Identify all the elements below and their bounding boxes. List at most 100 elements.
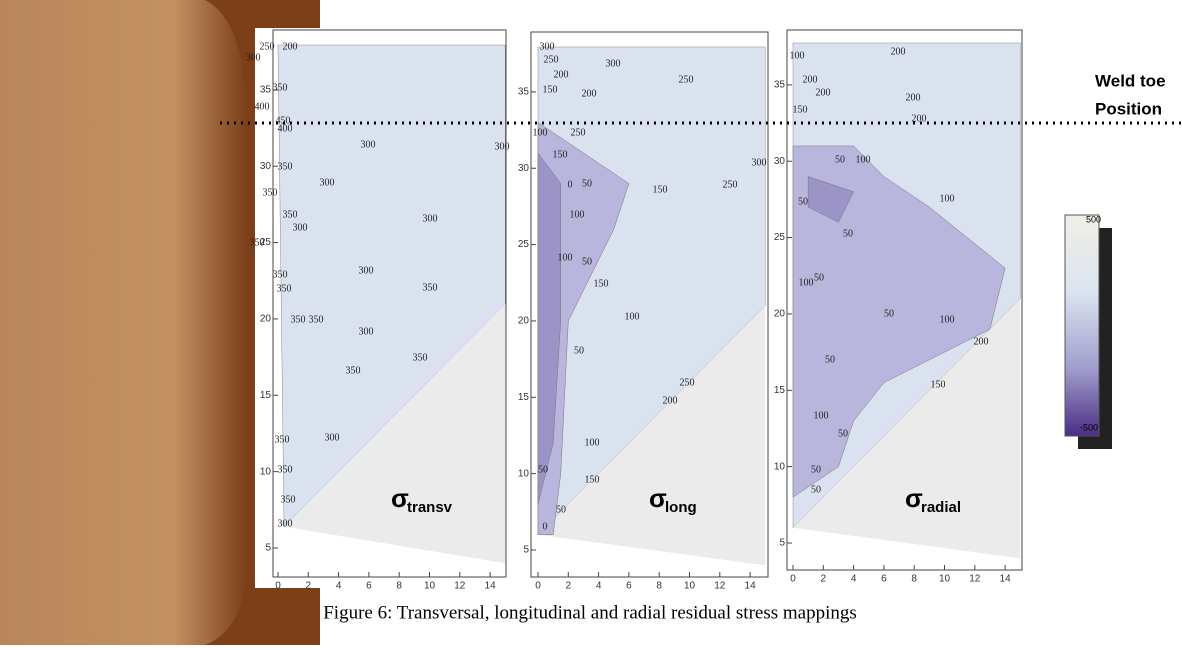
photo-weld	[0, 0, 248, 645]
contour-label: 150	[653, 184, 668, 195]
contour-label: 50	[811, 484, 821, 495]
panel-subscript: transv	[407, 499, 453, 516]
contour-label: 350	[281, 494, 296, 505]
contour-label: 350	[275, 434, 290, 445]
contour-label: 250	[260, 41, 275, 52]
contour-label: 300	[359, 265, 374, 276]
x-tick-label: 2	[566, 581, 572, 592]
contour-label: 250	[544, 54, 559, 65]
x-tick-label: 0	[535, 581, 541, 592]
contour-label: 300	[752, 157, 767, 168]
x-tick-label: 14	[745, 581, 757, 592]
panel-subscript: radial	[921, 499, 961, 516]
panels: 0246810121451015202530352502003003504004…	[246, 30, 1023, 592]
x-tick-label: 12	[454, 581, 466, 592]
x-tick-label: 10	[684, 581, 696, 592]
contour-label: 400	[278, 123, 293, 134]
y-tick-label: 10	[260, 466, 272, 477]
contour-label: 350	[263, 187, 278, 198]
contour-label: 350	[413, 352, 428, 363]
contour-label: 0	[543, 521, 548, 532]
contour-label: 150	[553, 149, 568, 160]
panel-subscript: long	[665, 499, 697, 516]
contour-label: 350	[278, 161, 293, 172]
contour-label: 300	[423, 213, 438, 224]
page: 0246810121451015202530352502003003504004…	[0, 0, 1182, 645]
contour-label: 200	[663, 395, 678, 406]
contour-label: 250	[571, 127, 586, 138]
contour-label: 200	[554, 69, 569, 80]
contour-label: 100	[940, 314, 955, 325]
contour-label: 200	[582, 88, 597, 99]
contour-label: 300	[293, 222, 308, 233]
x-tick-label: 14	[485, 581, 497, 592]
contour-label: 100	[533, 127, 548, 138]
contour-label: 100	[625, 311, 640, 322]
contour-label: 350	[309, 314, 324, 325]
contour-label: 250	[723, 179, 738, 190]
y-tick-label: 10	[774, 461, 786, 472]
x-tick-label: 8	[911, 574, 917, 585]
contour-label: 300	[325, 432, 340, 443]
contour-label: 50	[574, 345, 584, 356]
contour-label: 50	[838, 428, 848, 439]
annotation: Position	[1095, 99, 1162, 118]
x-tick-label: 14	[1000, 574, 1012, 585]
contour-label: 350	[277, 283, 292, 294]
x-tick-label: 6	[881, 574, 887, 585]
contour-label: 200	[974, 336, 989, 347]
contour-label: 100	[940, 193, 955, 204]
contour-label: 250	[680, 377, 695, 388]
y-tick-label: 10	[518, 468, 530, 479]
y-tick-label: 30	[774, 156, 786, 167]
contour-label: 150	[931, 379, 946, 390]
contour-label: 100	[856, 154, 871, 165]
contour-label: 400	[255, 101, 270, 112]
caption: Figure 6: Transversal, longitudinal and …	[323, 602, 857, 623]
contour-label: 50	[884, 308, 894, 319]
x-tick-label: 12	[714, 581, 726, 592]
contour-label: 300	[246, 52, 261, 63]
y-tick-label: 5	[523, 545, 529, 556]
contour-label: 300	[495, 141, 510, 152]
contour-label: 200	[906, 92, 921, 103]
x-tick-label: 2	[306, 581, 312, 592]
contour-label: 50	[825, 354, 835, 365]
contour-label: 50	[811, 464, 821, 475]
colorbar-label: 500	[1086, 214, 1101, 224]
contour-label: 50	[556, 504, 566, 515]
contour-label: 350	[346, 365, 361, 376]
contour-label: 150	[594, 278, 609, 289]
contour-label: 300	[540, 41, 555, 52]
x-tick-label: 6	[626, 581, 632, 592]
y-tick-label: 20	[774, 309, 786, 320]
x-tick-label: 4	[596, 581, 602, 592]
contour-label: 350	[250, 237, 265, 248]
x-tick-label: 10	[424, 581, 436, 592]
x-tick-label: 8	[396, 581, 402, 592]
contour-label: 50	[582, 178, 592, 189]
contour-label: 300	[320, 177, 335, 188]
x-tick-label: 0	[275, 581, 281, 592]
y-tick-label: 35	[774, 80, 786, 91]
contour-label: 100	[814, 410, 829, 421]
x-tick-label: 4	[336, 581, 342, 592]
contour-label: 150	[793, 104, 808, 115]
x-tick-label: 2	[821, 574, 827, 585]
contour-label: 50	[798, 196, 808, 207]
x-tick-label: 8	[656, 581, 662, 592]
y-tick-label: 15	[774, 385, 786, 396]
contour-label: 50	[835, 154, 845, 165]
y-tick-label: 30	[260, 161, 272, 172]
contour-label: 100	[558, 252, 573, 263]
contour-label: 300	[359, 326, 374, 337]
contour-label: 350	[283, 209, 298, 220]
contour-label: 350	[273, 269, 288, 280]
contour-label: 200	[283, 41, 298, 52]
contour-label: 200	[803, 74, 818, 85]
y-tick-label: 5	[265, 543, 271, 554]
contour-label: 350	[278, 464, 293, 475]
y-tick-label: 15	[260, 390, 272, 401]
contour-label: 100	[570, 209, 585, 220]
contour-label: 50	[843, 228, 853, 239]
